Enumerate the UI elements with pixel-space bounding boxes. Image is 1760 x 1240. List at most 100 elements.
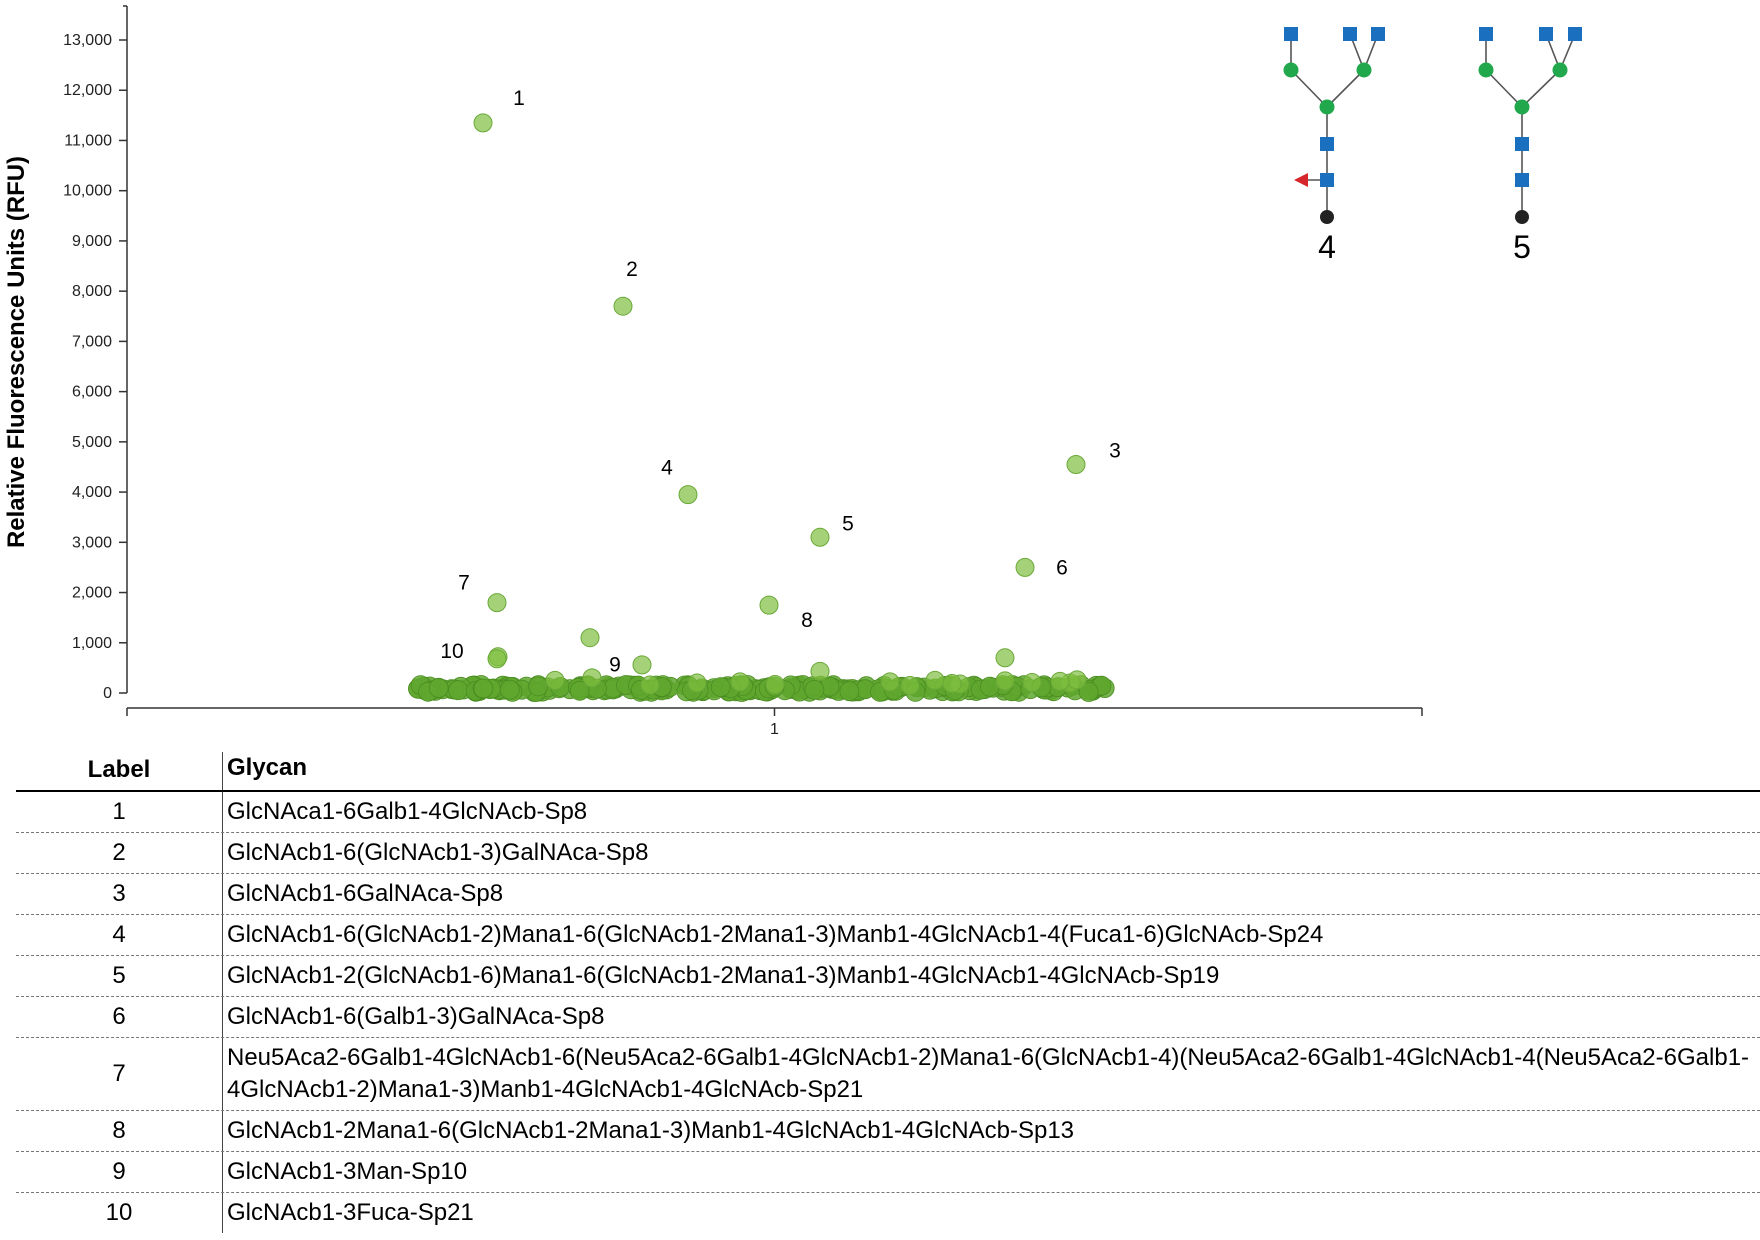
data-point (1050, 671, 1070, 691)
table-row: 5 GlcNAcb1-2(GlcNAcb1-6)Mana1-6(GlcNAcb1-… (16, 956, 1760, 997)
data-point (640, 675, 660, 695)
point-label: 2 (626, 258, 638, 281)
data-point (880, 672, 900, 692)
glycan-label-4: 4 (1318, 229, 1336, 265)
data-point (473, 678, 494, 699)
data-point (900, 676, 920, 695)
data-point-5 (810, 527, 830, 547)
y-tick-label: 7,000 (72, 333, 112, 350)
data-point (839, 681, 860, 702)
glcnac-square-icon (1479, 27, 1582, 187)
data-point-3 (1066, 455, 1086, 474)
row-label: 9 (112, 1158, 126, 1185)
point-label: 5 (842, 512, 854, 535)
glycan-structure-5: 5 (1478, 27, 1582, 265)
data-point (632, 655, 652, 675)
y-tick-label: 6,000 (72, 384, 112, 401)
row-glycan: Neu5Aca2-6Galb1-4GlcNAcb1-6(Neu5Aca2-6Ga… (222, 1038, 1760, 1110)
glycan-structure-4: 4 (1283, 27, 1385, 265)
y-tick-label: 0 (103, 685, 112, 702)
data-point-10 (487, 649, 507, 669)
data-point (710, 677, 731, 697)
table-row: 7 Neu5Aca2-6Galb1-4GlcNAcb1-6(Neu5Aca2-6G… (16, 1038, 1760, 1111)
point-label: 7 (458, 572, 470, 595)
data-point (925, 670, 945, 690)
scatter-chart: 0 1,000 2,000 3,000 4,000 5,000 6,000 7,000 8,00… (3, 5, 1582, 738)
row-glycan: GlcNAcb1-6(Galb1-3)GalNAca-Sp8 (222, 997, 1760, 1037)
y-tick-label: 12,000 (63, 82, 112, 99)
data-point (582, 668, 602, 688)
data-point (545, 670, 565, 690)
row-label: 10 (105, 1199, 133, 1226)
point-label: 6 (1056, 556, 1068, 579)
y-tick-label: 10,000 (63, 183, 112, 200)
data-point-6 (1015, 557, 1035, 577)
row-glycan: GlcNAcb1-3Man-Sp10 (222, 1152, 1760, 1192)
row-glycan: GlcNAcb1-6GalNAca-Sp8 (222, 874, 1760, 914)
glycan-table: Label Glycan 1 GlcNAca1-6Galb1-4GlcNAcb-S… (16, 748, 1760, 1233)
data-point (804, 680, 825, 700)
row-glycan: GlcNAcb1-2Mana1-6(GlcNAcb1-2Mana1-3)Manb… (222, 1111, 1760, 1151)
table-row: 3 GlcNAcb1-6GalNAca-Sp8 (16, 874, 1760, 915)
x-axis: 1 (126, 707, 1423, 738)
y-tick-label: 2,000 (72, 585, 112, 602)
data-point (1078, 682, 1099, 702)
table-row: 6 GlcNAcb1-6(Galb1-3)GalNAca-Sp8 (16, 997, 1760, 1038)
row-label: 7 (112, 1060, 126, 1087)
table-row: 9 GlcNAcb1-3Man-Sp10 (16, 1152, 1760, 1193)
point-label: 4 (661, 457, 673, 480)
y-tick-label: 5,000 (72, 434, 112, 451)
mannose-circle-icon (1283, 62, 1372, 115)
point-label: 10 (440, 640, 463, 663)
table-body: 1 GlcNAca1-6Galb1-4GlcNAcb-Sp8 2 GlcNAcb1-6… (16, 792, 1760, 1233)
row-label: 3 (112, 880, 126, 907)
point-label: 3 (1109, 440, 1121, 463)
point-label: 8 (801, 609, 813, 632)
data-point (448, 680, 469, 701)
y-axis: 0 1,000 2,000 3,000 4,000 5,000 6,000 7,000 8,00… (63, 5, 128, 702)
table-row: 10 GlcNAcb1-3Fuca-Sp21 (16, 1193, 1760, 1233)
table-header: Label Glycan (16, 748, 1760, 792)
row-glycan: GlcNAcb1-3Fuca-Sp21 (222, 1193, 1760, 1233)
table-row: 4 GlcNAcb1-6(GlcNAcb1-2)Mana1-6(GlcNAcb1-… (16, 915, 1760, 956)
row-label: 1 (112, 798, 126, 825)
glycan-label-5: 5 (1513, 229, 1531, 265)
data-point (942, 674, 962, 693)
data-point (428, 678, 449, 698)
row-label: 4 (112, 921, 126, 948)
label-column-header: Label (87, 756, 151, 783)
data-point (1022, 673, 1042, 692)
data-point (528, 676, 548, 697)
row-label: 2 (112, 839, 126, 866)
data-point-4 (678, 485, 698, 505)
y-axis-title: Relative Fluorescence Units (RFU) (3, 156, 30, 548)
glcnac-square-icon (1284, 27, 1385, 187)
table-row: 2 GlcNAcb1-6(GlcNAcb1-3)GalNAca-Sp8 (16, 833, 1760, 874)
data-point-2 (613, 296, 633, 316)
mannose-circle-icon (1478, 62, 1568, 115)
row-glycan: GlcNAcb1-2(GlcNAcb1-6)Mana1-6(GlcNAcb1-2… (222, 956, 1760, 996)
row-label: 5 (112, 962, 126, 989)
data-point (995, 671, 1015, 691)
y-tick-label: 8,000 (72, 283, 112, 300)
data-point-7 (487, 593, 507, 613)
data-point-9 (580, 628, 600, 648)
row-label: 8 (112, 1117, 126, 1144)
data-point (995, 648, 1015, 668)
data-point (687, 673, 707, 693)
y-tick-label: 4,000 (72, 484, 112, 501)
table-row: 1 GlcNAca1-6Galb1-4GlcNAcb-Sp8 (16, 792, 1760, 833)
glycan-column-header: Glycan (222, 752, 1760, 790)
y-tick-label: 1,000 (72, 635, 112, 652)
point-label: 1 (513, 87, 525, 110)
y-tick-label: 13,000 (63, 32, 112, 49)
x-tick-label: 1 (770, 721, 779, 738)
table-row: 8 GlcNAcb1-2Mana1-6(GlcNAcb1-2Mana1-3)Man… (16, 1111, 1760, 1152)
data-point (810, 661, 830, 681)
row-glycan: GlcNAcb1-6(GlcNAcb1-2)Mana1-6(GlcNAcb1-2… (222, 915, 1760, 955)
data-point-1 (473, 113, 493, 133)
data-point-8 (759, 595, 779, 615)
data-point (499, 679, 520, 700)
data-point (765, 675, 785, 694)
y-tick-label: 11,000 (64, 132, 112, 149)
